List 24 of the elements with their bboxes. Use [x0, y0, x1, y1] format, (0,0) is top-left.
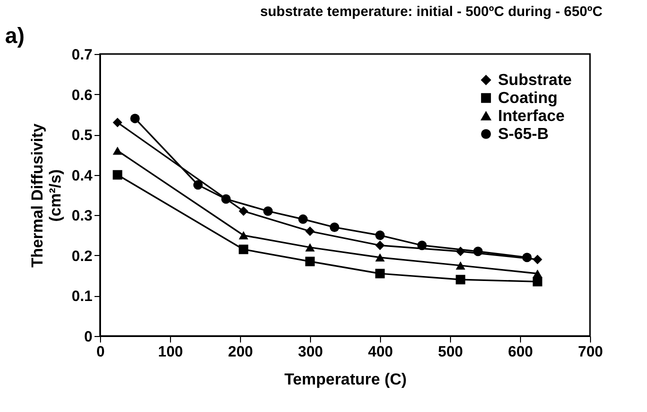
- x-tick-label: 600: [508, 344, 534, 360]
- x-tick-label: 400: [368, 344, 394, 360]
- legend-label: S-65-B: [498, 126, 549, 143]
- y-axis-title: Thermal Diffusivity (cm²/s): [30, 123, 65, 268]
- y-tick-label: 0.4: [72, 167, 94, 184]
- y-tick-label: 0: [84, 328, 92, 346]
- y-tick-label: 0.7: [72, 46, 92, 64]
- y-tick-label: 0.6: [72, 86, 92, 104]
- x-tick-label: 0: [96, 344, 105, 360]
- x-axis-title: Temperature (C): [284, 372, 407, 388]
- legend-label: Coating: [498, 90, 558, 107]
- text: a): [5, 23, 25, 48]
- y-tick-label: 0.1: [72, 288, 92, 306]
- x-tick-label: 300: [298, 344, 324, 360]
- x-tick-label: 700: [578, 344, 604, 360]
- x-tick-label: 200: [228, 344, 254, 360]
- y-tick-label: 0.2: [72, 248, 92, 265]
- legend-label: Substrate: [498, 72, 572, 89]
- x-tick-label: 500: [438, 344, 464, 360]
- x-tick-label: 100: [158, 344, 184, 360]
- y-tick-label: 0.5: [72, 127, 92, 144]
- chart-title: substrate temperature: initial - 500ºC during - 650ºC: [260, 3, 603, 19]
- y-tick-label: 0.3: [72, 208, 92, 225]
- legend-label: Interface: [498, 108, 565, 125]
